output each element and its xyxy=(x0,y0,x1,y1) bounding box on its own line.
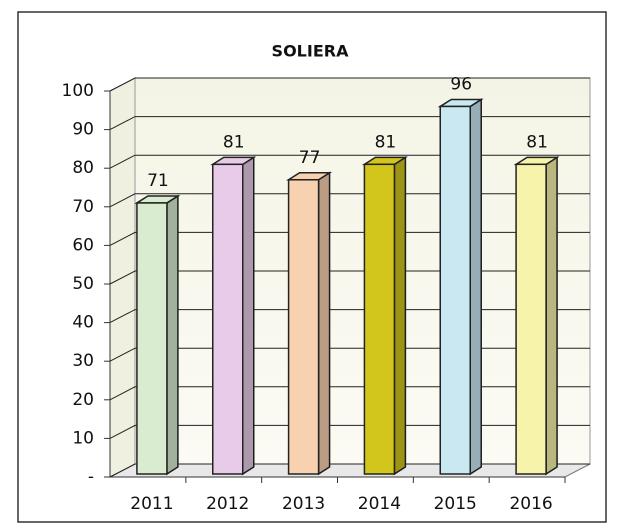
grid-line xyxy=(109,154,590,169)
y-tick-label: 80 xyxy=(72,158,94,178)
bar-side-shade xyxy=(394,157,406,474)
bar-side-shade xyxy=(242,157,254,474)
bar-side-shade xyxy=(470,99,482,474)
y-tick-label: 10 xyxy=(72,428,94,448)
grid-line xyxy=(109,347,590,362)
x-tick-label: 2016 xyxy=(509,494,552,514)
value-label: 77 xyxy=(299,148,321,168)
x-tick-label: 2012 xyxy=(206,494,249,514)
x-tick-label: 2014 xyxy=(358,494,401,514)
x-tick-label: 2015 xyxy=(434,494,477,514)
grid-line xyxy=(109,309,590,324)
grid-line xyxy=(109,116,590,131)
x-tick-label: 2011 xyxy=(130,494,173,514)
bar-side-shade xyxy=(318,172,330,474)
bar xyxy=(136,202,168,475)
grid-line xyxy=(109,270,590,285)
bar xyxy=(515,163,547,475)
bar xyxy=(287,179,320,475)
bar-side-shade xyxy=(166,195,178,474)
bar xyxy=(439,105,471,475)
value-label: 81 xyxy=(375,132,397,152)
grid-line xyxy=(109,231,590,246)
grid-line xyxy=(109,463,590,478)
y-tick-label: 90 xyxy=(72,120,94,140)
grid-line xyxy=(109,424,590,439)
bar xyxy=(363,163,396,475)
y-tick-label: - xyxy=(88,467,94,487)
value-label: 81 xyxy=(526,132,548,152)
y-tick-label: 60 xyxy=(72,235,94,255)
bar-side-shade xyxy=(546,157,558,474)
y-tick-label: 50 xyxy=(72,274,94,294)
x-tick-label: 2013 xyxy=(282,494,325,514)
bar xyxy=(212,163,244,475)
y-tick-label: 30 xyxy=(72,351,94,371)
y-tick-label: 20 xyxy=(72,390,94,410)
value-label: 96 xyxy=(450,74,472,94)
value-label: 71 xyxy=(147,171,169,191)
grid-line xyxy=(109,193,590,208)
grid-line xyxy=(109,77,590,92)
value-label: 81 xyxy=(223,132,245,152)
grid-line xyxy=(109,386,590,401)
y-tick-label: 40 xyxy=(72,313,94,333)
chart-title: SOLIERA xyxy=(272,42,350,61)
y-tick-label: 70 xyxy=(72,197,94,217)
y-tick-label: 100 xyxy=(62,81,94,101)
